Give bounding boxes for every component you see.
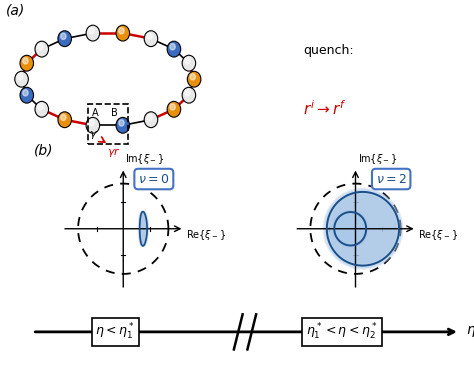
- Polygon shape: [327, 192, 400, 266]
- Polygon shape: [141, 211, 148, 246]
- Circle shape: [35, 41, 48, 57]
- Polygon shape: [326, 190, 401, 267]
- Polygon shape: [140, 211, 148, 246]
- Text: (a): (a): [6, 4, 26, 18]
- Circle shape: [190, 74, 195, 80]
- Text: Im{$\xi_-$}: Im{$\xi_-$}: [125, 152, 164, 166]
- Circle shape: [144, 112, 158, 128]
- Circle shape: [20, 55, 34, 71]
- Polygon shape: [330, 195, 395, 262]
- Polygon shape: [330, 195, 396, 263]
- Circle shape: [89, 120, 94, 126]
- Polygon shape: [333, 210, 368, 247]
- Text: Im{$\xi_-$}: Im{$\xi_-$}: [357, 152, 397, 166]
- Polygon shape: [139, 211, 147, 246]
- Circle shape: [35, 101, 48, 117]
- Polygon shape: [336, 213, 365, 244]
- Circle shape: [23, 58, 28, 64]
- Circle shape: [119, 120, 124, 126]
- Text: $\nu = 0$: $\nu = 0$: [138, 172, 170, 186]
- Circle shape: [167, 101, 181, 117]
- Circle shape: [116, 117, 129, 133]
- Polygon shape: [333, 211, 367, 247]
- Polygon shape: [336, 214, 365, 244]
- Circle shape: [170, 44, 175, 50]
- Polygon shape: [324, 189, 402, 268]
- Polygon shape: [323, 188, 403, 269]
- Polygon shape: [335, 212, 366, 245]
- Text: Re{$\xi_-$}: Re{$\xi_-$}: [418, 228, 458, 242]
- Polygon shape: [327, 192, 399, 265]
- Circle shape: [86, 117, 100, 133]
- Text: Re{$\xi_-$}: Re{$\xi_-$}: [186, 228, 226, 242]
- Circle shape: [185, 58, 190, 64]
- Text: (b): (b): [34, 143, 53, 158]
- Circle shape: [61, 33, 66, 39]
- Circle shape: [58, 31, 72, 46]
- Circle shape: [182, 55, 196, 71]
- Circle shape: [20, 87, 34, 103]
- Polygon shape: [325, 190, 401, 268]
- Circle shape: [37, 44, 43, 50]
- Polygon shape: [138, 212, 146, 246]
- Circle shape: [167, 41, 181, 57]
- Text: $\gamma$: $\gamma$: [89, 129, 98, 141]
- Circle shape: [119, 28, 124, 34]
- Circle shape: [116, 25, 129, 41]
- Polygon shape: [332, 210, 368, 248]
- Circle shape: [58, 112, 72, 128]
- Circle shape: [23, 90, 28, 96]
- Circle shape: [185, 90, 190, 96]
- Circle shape: [144, 31, 158, 46]
- Polygon shape: [140, 211, 147, 246]
- Circle shape: [86, 25, 100, 41]
- Text: $r^i \rightarrow r^f$: $r^i \rightarrow r^f$: [303, 99, 347, 118]
- Circle shape: [37, 104, 43, 110]
- Circle shape: [187, 71, 201, 87]
- Circle shape: [147, 114, 152, 120]
- Text: $\eta$: $\eta$: [466, 324, 474, 339]
- Circle shape: [170, 104, 175, 110]
- Circle shape: [147, 33, 152, 39]
- Text: $\nu = 2$: $\nu = 2$: [376, 172, 407, 186]
- Polygon shape: [335, 213, 365, 245]
- Polygon shape: [139, 211, 146, 246]
- Text: $\eta_1^* < \eta < \eta_2^*$: $\eta_1^* < \eta < \eta_2^*$: [306, 322, 378, 342]
- Text: quench:: quench:: [303, 44, 354, 57]
- Circle shape: [89, 28, 94, 34]
- Polygon shape: [334, 211, 367, 246]
- Text: A: A: [92, 108, 99, 118]
- Polygon shape: [337, 214, 364, 243]
- Circle shape: [15, 71, 28, 87]
- Text: B: B: [110, 108, 118, 118]
- Text: $\gamma r$: $\gamma r$: [107, 146, 121, 159]
- Polygon shape: [329, 194, 397, 264]
- Circle shape: [182, 87, 196, 103]
- Polygon shape: [334, 212, 366, 246]
- Circle shape: [61, 114, 66, 120]
- Polygon shape: [328, 193, 398, 264]
- Polygon shape: [141, 211, 148, 246]
- Polygon shape: [139, 211, 146, 246]
- Text: $\eta < \eta_1^*$: $\eta < \eta_1^*$: [95, 322, 135, 342]
- Circle shape: [18, 74, 23, 80]
